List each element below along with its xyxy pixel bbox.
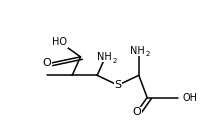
Text: 2: 2 [146, 51, 150, 57]
Text: 2: 2 [113, 58, 117, 64]
Text: NH: NH [130, 46, 145, 56]
Text: HO: HO [52, 37, 67, 47]
Text: OH: OH [183, 92, 197, 103]
Text: S: S [114, 80, 122, 90]
Text: O: O [132, 107, 141, 117]
Text: NH: NH [97, 52, 112, 62]
Text: O: O [43, 58, 51, 68]
